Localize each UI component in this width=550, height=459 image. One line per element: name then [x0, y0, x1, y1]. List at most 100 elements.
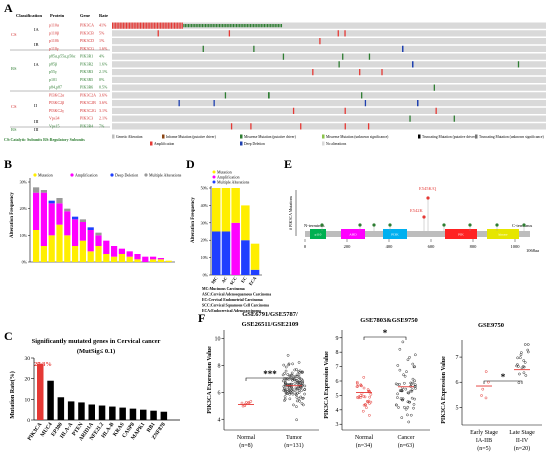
mutation-rate-bar: [98, 405, 106, 420]
stacked-bar-segment: [48, 200, 55, 204]
sample-point: [520, 366, 524, 370]
oncoprint-track: [112, 53, 546, 60]
amplification-cell: [172, 22, 174, 29]
xtick-label: 800: [470, 244, 478, 249]
stacked-bar-segment: [72, 246, 79, 262]
legend-dot: [212, 170, 216, 174]
mutation-cell: [222, 24, 224, 28]
sample-point: [284, 388, 287, 391]
sample-point: [287, 389, 291, 392]
mutation-label-e542: E542K: [410, 208, 423, 213]
ytick-label: 5: [456, 405, 459, 411]
ytick-label: 10%: [201, 255, 209, 260]
panel-b-chart: B Alteration Frequency Mutation Amplifica…: [4, 157, 182, 265]
stacked-bar-segment: [95, 246, 102, 262]
amplification-cell: [169, 22, 171, 29]
domain-label: kinase: [499, 233, 508, 237]
alteration-cell: [359, 69, 361, 76]
stacked-bar-segment: [33, 192, 40, 230]
sample-point: [297, 381, 300, 384]
mutation-rate-bar: [119, 407, 126, 420]
sample-point: [295, 387, 299, 391]
sample-point: [295, 368, 298, 371]
sample-point: [369, 392, 373, 396]
amplification-cell: [132, 22, 134, 29]
sample-point: [410, 389, 414, 393]
sample-point: [287, 377, 291, 381]
sample-point: [291, 378, 294, 382]
mutation-rate-bar: [57, 397, 65, 420]
sample-point: [523, 343, 527, 346]
ytick-label: 5: [336, 393, 339, 399]
mutation-cell: [251, 24, 253, 28]
gene-name: PIK3CA: [80, 23, 94, 28]
protein-name: p110δ: [49, 38, 59, 43]
sample-point: [285, 392, 289, 395]
sample-point: [301, 397, 304, 400]
mutation-cell: [198, 24, 200, 28]
amplification-cell: [163, 22, 165, 29]
mutation-cell: [186, 24, 188, 28]
sample-point: [283, 372, 286, 375]
alteration-cell: [517, 61, 520, 68]
ytick-label: 0%: [203, 273, 209, 278]
header-classification: Classification: [16, 13, 42, 18]
sample-point: [406, 391, 410, 395]
mutation-cell: [237, 24, 239, 28]
rate-value: 1.6%: [99, 46, 108, 51]
mutation-cell: [226, 24, 228, 28]
amplification-cell: [150, 22, 152, 29]
mutation-cell: [215, 24, 217, 28]
gene-tick-label: RB1: [146, 422, 157, 434]
xtick-label: 400: [386, 244, 394, 249]
stacked-bar-segment: [64, 235, 71, 262]
group-label: Cancer: [398, 435, 415, 441]
class-label: III: [34, 127, 39, 132]
sample-point: [241, 404, 245, 408]
rate-value: 3.1%: [99, 108, 108, 113]
panel-c-label: C: [4, 329, 13, 343]
amplification-cell: [160, 22, 162, 29]
mutation-cell: [195, 24, 197, 28]
gene-name: PIK3C3: [80, 116, 93, 121]
panel-d-label: D: [186, 157, 195, 171]
sample-point: [295, 373, 299, 377]
oncoprint-track: [112, 45, 546, 52]
gene-name: PIK3CB: [80, 30, 94, 35]
mutation-rate-bar: [67, 401, 75, 420]
plot1-ylabel: PIK3CA Expression Value: [207, 346, 213, 414]
class-label: II: [34, 103, 37, 108]
stacked-bar-segment: [95, 232, 102, 236]
gene-name: PIK3R4: [80, 123, 93, 128]
footnote-line: SCC:Cervical Squamous Cell Carcinoma: [202, 304, 269, 308]
sample-point: [366, 400, 370, 404]
rate-value: 5%: [99, 30, 105, 35]
mutation-cell: [246, 24, 248, 28]
mutation-cell: [277, 24, 279, 28]
sample-point: [362, 403, 366, 407]
sample-point: [407, 400, 411, 404]
mutation-cell: [270, 24, 272, 28]
sample-point: [295, 418, 298, 422]
ytick-label: 30%: [201, 220, 209, 225]
legend-label: Missense Mutation (unknown significance): [326, 135, 389, 139]
oncoprint-legend: Genetic Alteration Inframe Mutation (puta…: [112, 134, 544, 146]
sample-point: [355, 380, 359, 384]
ytick-label: 7: [336, 365, 339, 371]
domain-label: p110: [315, 233, 322, 237]
panel-e-ticks: 0 200 400 600 800 1000: [304, 239, 520, 249]
sample-point: [287, 386, 291, 389]
sample-point: [523, 361, 527, 364]
stacked-bar-segment: [79, 222, 86, 241]
sample-point: [359, 394, 363, 397]
sample-point: [355, 385, 359, 389]
sample-point: [401, 397, 405, 401]
sample-point: [401, 340, 405, 344]
mutation-cell: [273, 24, 275, 28]
mutation-cell: [262, 24, 264, 28]
group-count: (n=20): [514, 445, 530, 452]
sample-point: [394, 382, 398, 386]
ytick-label: 10: [215, 337, 221, 343]
significance-bracket: [363, 336, 407, 340]
amplification-cell: [136, 22, 138, 29]
